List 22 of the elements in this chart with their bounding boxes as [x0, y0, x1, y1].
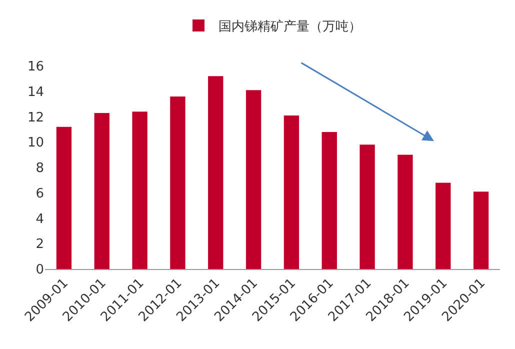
y-tick-label: 4 — [36, 212, 44, 227]
bar — [360, 144, 375, 269]
bar — [322, 132, 337, 269]
bar — [132, 112, 148, 269]
y-tick-label: 0 — [36, 262, 44, 278]
legend-label: 国内锑精矿产量（万吨） — [218, 20, 362, 35]
bar — [284, 115, 300, 269]
bar — [398, 154, 413, 269]
bar — [170, 96, 186, 269]
bar — [94, 112, 110, 269]
bar — [246, 90, 262, 269]
y-tick-label: 16 — [27, 60, 44, 75]
y-tick-label: 6 — [36, 186, 44, 202]
bar — [473, 192, 489, 269]
y-tick-label: 10 — [27, 136, 44, 151]
y-tick-label: 8 — [36, 161, 44, 176]
y-tick-label: 14 — [27, 84, 44, 100]
y-tick-label: 2 — [36, 237, 44, 252]
y-tick-label: 12 — [27, 110, 44, 126]
bar — [56, 126, 72, 269]
bar — [208, 76, 224, 269]
bar — [436, 182, 451, 269]
